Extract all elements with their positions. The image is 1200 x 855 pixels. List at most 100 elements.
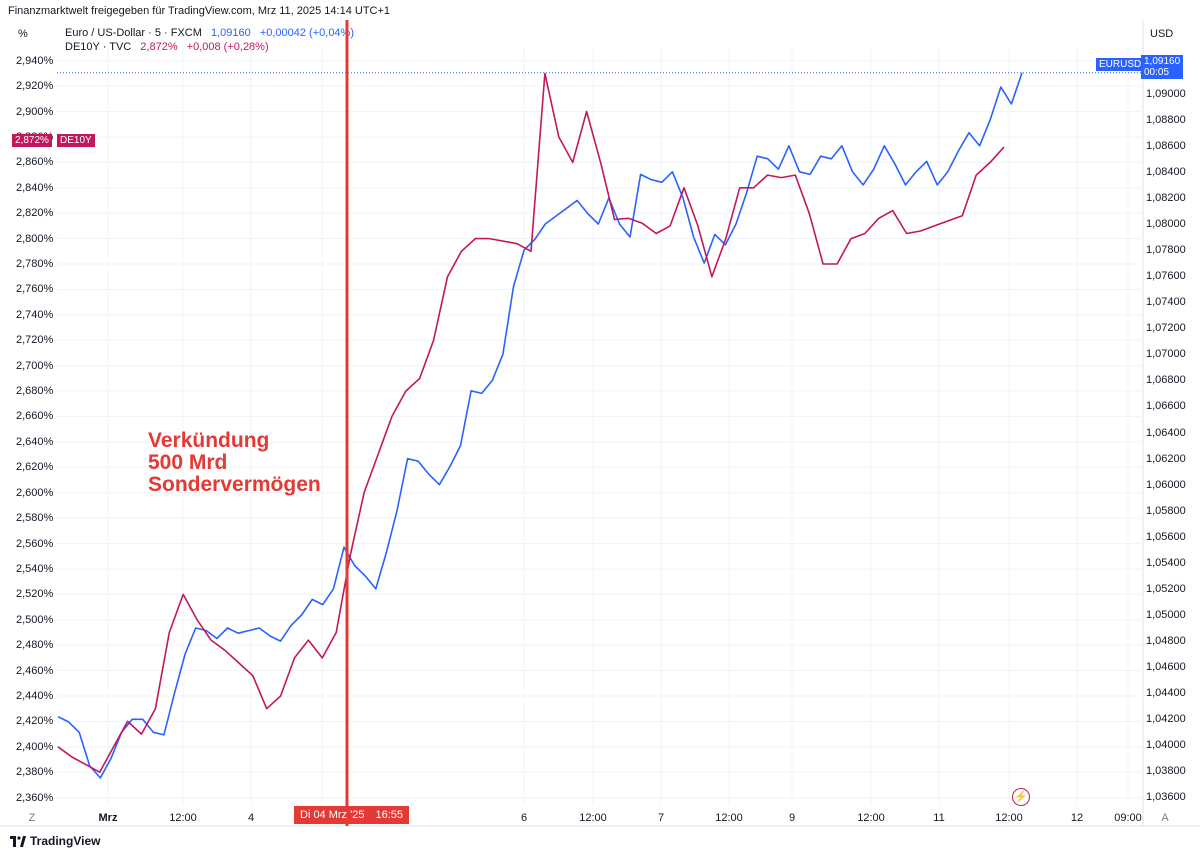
series-line-eurusd <box>57 72 1023 779</box>
crosshair-date: Di 04 Mrz '25 <box>300 809 365 821</box>
right-axis-tick: 1,07800 <box>1146 244 1186 257</box>
time-axis-tick: Mrz <box>98 812 118 824</box>
left-axis-tick: 2,760% <box>16 283 54 296</box>
left-axis-tick: 2,500% <box>16 613 54 626</box>
right-axis-tick: 1,08400 <box>1146 165 1186 178</box>
right-axis-tick: 1,09000 <box>1146 87 1186 100</box>
left-axis-tick: 2,920% <box>16 80 54 93</box>
tradingview-logo-icon <box>10 835 26 847</box>
right-axis-tick: 1,07400 <box>1146 296 1186 309</box>
right-axis-tick: 1,06200 <box>1146 452 1186 465</box>
right-axis-tick: 1,05200 <box>1146 582 1186 595</box>
right-axis-tick: 1,05000 <box>1146 609 1186 621</box>
legend-eurusd-change: +0,00042 (+0,04%) <box>259 27 354 39</box>
right-axis-tick: 1,05800 <box>1146 504 1186 517</box>
left-axis-tick: 2,720% <box>16 334 54 347</box>
left-axis-tick: 2,600% <box>16 486 54 499</box>
time-axis-tick: 12:00 <box>857 812 885 824</box>
event-annotation: Verkündung 500 Mrd Sondervermögen <box>148 429 321 496</box>
legend-eurusd[interactable]: Euro / US-Dollar · 5 · FXCM 1,09160 +0,0… <box>65 27 360 39</box>
legend-de10y-value: 2,872% <box>140 41 178 53</box>
left-axis-tick: 2,620% <box>16 461 54 474</box>
left-axis-tick: 2,580% <box>16 512 54 525</box>
tradingview-brand: TradingView <box>30 834 101 848</box>
right-axis-tick: 1,04000 <box>1146 739 1186 752</box>
left-axis-tick: 2,640% <box>16 435 54 448</box>
time-axis-tick: 12:00 <box>579 812 607 824</box>
lightning-icon[interactable]: ⚡ <box>1012 788 1030 806</box>
right-axis-tick: 1,07200 <box>1146 322 1186 335</box>
left-axis-tick: 2,420% <box>16 715 54 728</box>
time-axis-tick: 12 <box>1070 812 1084 824</box>
right-axis-tick: 1,04800 <box>1146 635 1186 648</box>
left-axis-tick: 2,840% <box>16 181 54 194</box>
crosshair-time: 16:55 <box>375 809 404 821</box>
left-axis-tick: 2,660% <box>16 410 54 423</box>
legend-de10y-name: DE10Y · TVC <box>65 41 132 53</box>
left-axis-tick: 2,860% <box>16 156 54 169</box>
eurusd-label-badge: EURUSD <box>1096 58 1145 71</box>
legend-de10y-change: +0,008 (+0,28%) <box>186 41 269 53</box>
time-axis-tick: 12:00 <box>715 812 743 824</box>
left-axis-tick: 2,480% <box>16 639 54 652</box>
right-axis-tick: 1,07000 <box>1146 348 1186 361</box>
right-axis-tick: 1,04400 <box>1146 687 1186 700</box>
left-axis-tick: 2,520% <box>16 588 54 601</box>
time-axis-tick: A <box>1161 812 1169 824</box>
time-axis-tick: 9 <box>788 812 796 824</box>
left-axis-tick: 2,740% <box>16 308 54 321</box>
right-axis-tick: 1,06800 <box>1146 374 1186 387</box>
left-axis-tick: 2,560% <box>16 537 54 550</box>
left-axis-tick: 2,460% <box>16 664 54 677</box>
right-axis-tick: 1,06400 <box>1146 426 1186 439</box>
right-axis-tick: 1,08000 <box>1146 217 1186 230</box>
left-axis-tick: 2,800% <box>16 232 54 245</box>
de10y-value-badge: 2,872% <box>12 134 52 147</box>
time-axis-tick: 12:00 <box>169 812 197 824</box>
left-axis-tick: 2,900% <box>16 105 54 118</box>
right-axis-tick: 1,03800 <box>1146 765 1186 778</box>
left-axis-tick: 2,680% <box>16 385 54 398</box>
right-axis-unit: USD <box>1150 28 1174 40</box>
right-axis-tick: 1,04200 <box>1146 713 1186 726</box>
right-axis-tick: 1,08800 <box>1146 113 1186 126</box>
right-axis-tick: 1,05600 <box>1146 530 1186 543</box>
left-axis-tick: 2,700% <box>16 359 54 372</box>
time-axis-tick: 6 <box>520 812 528 824</box>
tradingview-footer[interactable]: TradingView <box>10 834 100 848</box>
right-axis-tick: 1,08600 <box>1146 139 1186 152</box>
left-axis-tick: 2,440% <box>16 690 54 702</box>
crosshair-date-badge: Di 04 Mrz '25 16:55 <box>294 806 410 824</box>
left-axis-tick: 2,820% <box>16 207 54 220</box>
right-axis-tick: 1,03600 <box>1146 791 1186 804</box>
eurusd-price-badge: 1,09160 00:05 <box>1141 55 1184 79</box>
time-axis-tick: 11 <box>933 812 945 824</box>
series-line-de10y <box>57 72 1005 774</box>
eurusd-price-value: 1,09160 <box>1144 56 1181 67</box>
eurusd-countdown: 00:05 <box>1144 67 1170 78</box>
time-axis-tick: 4 <box>247 812 255 824</box>
right-axis-tick: 1,07600 <box>1146 270 1186 283</box>
legend-eurusd-value: 1,09160 <box>210 27 251 39</box>
time-axis-tick: 7 <box>657 812 665 824</box>
right-axis-tick: 1,08200 <box>1146 191 1186 204</box>
legend-eurusd-name: Euro / US-Dollar · 5 · FXCM <box>65 27 202 39</box>
de10y-label-badge: DE10Y <box>57 134 95 147</box>
left-axis-tick: 2,380% <box>16 766 54 779</box>
legend-de10y[interactable]: DE10Y · TVC 2,872% +0,008 (+0,28%) <box>65 41 275 53</box>
right-axis-tick: 1,06000 <box>1146 478 1186 491</box>
left-axis-tick: 2,940% <box>16 54 54 67</box>
left-axis-tick: 2,780% <box>16 258 54 270</box>
left-axis-tick: 2,400% <box>16 740 54 753</box>
left-axis-tick: 2,360% <box>16 791 54 804</box>
time-axis-tick: 09:00 <box>1114 812 1142 824</box>
right-axis-tick: 1,05400 <box>1146 556 1186 569</box>
time-axis-tick: 12:00 <box>995 812 1023 824</box>
time-axis-tick: Z <box>28 812 36 824</box>
publisher-line: Finanzmarktwelt freigegeben für TradingV… <box>8 5 391 17</box>
right-axis-tick: 1,04600 <box>1146 661 1186 674</box>
left-axis-unit: % <box>18 28 28 40</box>
left-axis-tick: 2,540% <box>16 562 54 575</box>
right-axis-tick: 1,06600 <box>1146 400 1186 413</box>
